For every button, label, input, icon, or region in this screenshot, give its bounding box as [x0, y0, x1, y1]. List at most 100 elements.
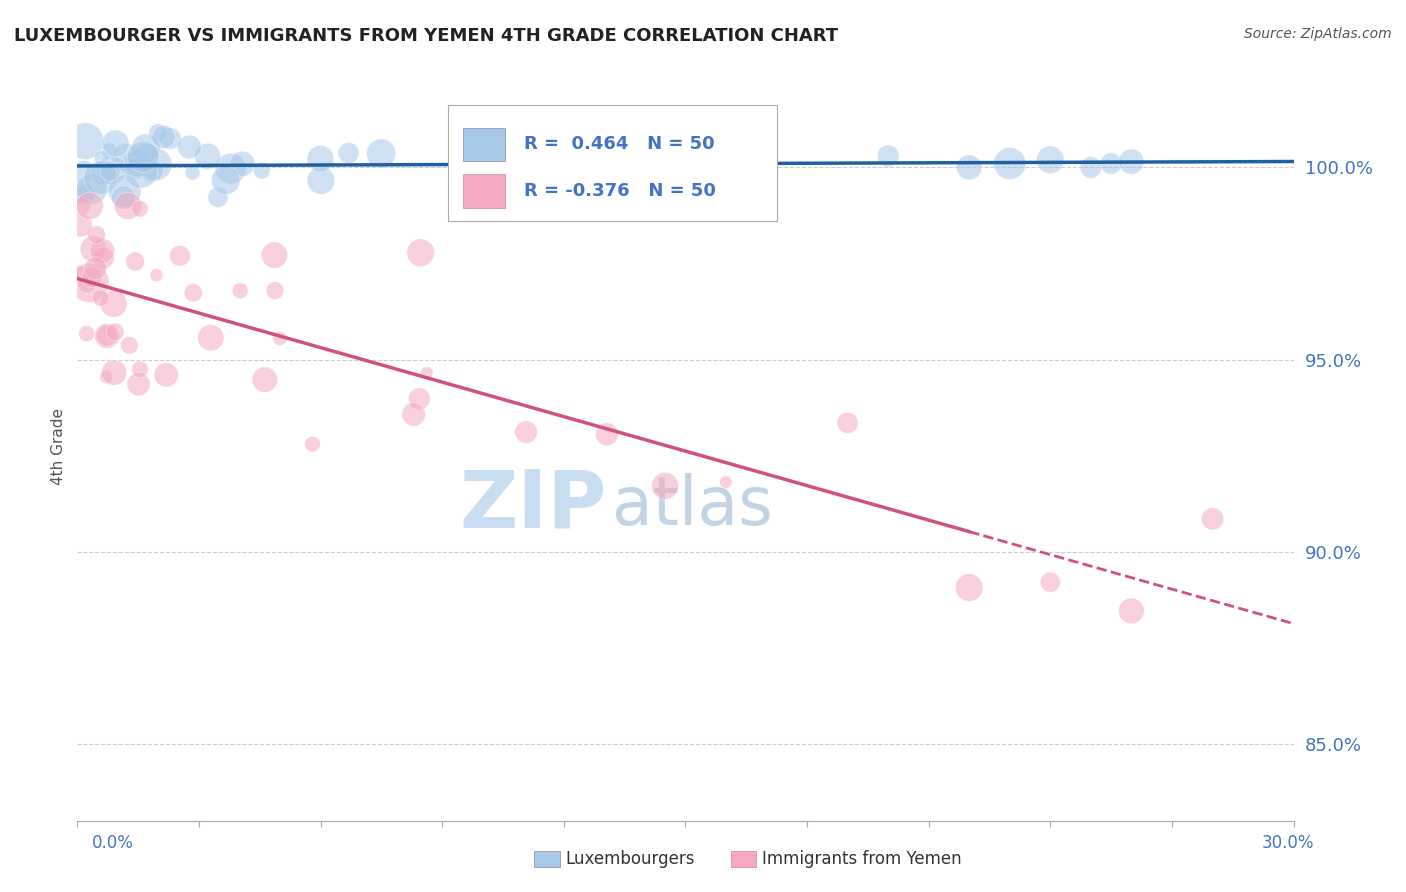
Point	[263, 248, 285, 262]
Point	[69, 184, 91, 198]
Point	[96, 328, 118, 343]
Point	[84, 261, 107, 276]
Point	[159, 131, 181, 145]
Point	[79, 199, 101, 213]
Text: 30.0%: 30.0%	[1263, 834, 1315, 852]
Text: Immigrants from Yemen: Immigrants from Yemen	[762, 850, 962, 868]
Point	[91, 244, 114, 258]
Point	[103, 366, 125, 380]
Y-axis label: 4th Grade: 4th Grade	[51, 408, 66, 484]
Point	[98, 164, 121, 178]
Point	[79, 276, 101, 290]
Point	[112, 190, 135, 204]
Point	[136, 148, 159, 162]
Point	[115, 151, 138, 165]
Point	[301, 437, 323, 451]
Point	[114, 184, 136, 198]
Point	[264, 284, 287, 298]
Point	[634, 153, 657, 167]
Point	[181, 166, 204, 180]
Point	[80, 182, 103, 196]
Point	[337, 145, 360, 160]
FancyBboxPatch shape	[449, 105, 776, 221]
Point	[82, 270, 104, 285]
Point	[837, 416, 859, 430]
Point	[181, 285, 204, 300]
Point	[1039, 575, 1062, 590]
Point	[118, 338, 141, 352]
Point	[408, 392, 430, 406]
Point	[94, 370, 117, 384]
Point	[73, 187, 96, 202]
Point	[253, 373, 276, 387]
Point	[250, 163, 273, 178]
Point	[416, 366, 439, 380]
Text: ZIP: ZIP	[460, 467, 606, 545]
Point	[76, 326, 98, 341]
Point	[553, 168, 575, 182]
Point	[132, 150, 155, 164]
Point	[129, 202, 152, 216]
Text: 0.0%: 0.0%	[91, 834, 134, 852]
Point	[90, 151, 112, 165]
Point	[409, 245, 432, 260]
Point	[309, 173, 332, 187]
Point	[1121, 154, 1143, 169]
Point	[141, 163, 163, 178]
Point	[654, 479, 676, 493]
Point	[145, 268, 167, 282]
Point	[231, 157, 253, 171]
Point	[402, 408, 425, 422]
Point	[1080, 161, 1102, 175]
Point	[76, 277, 98, 291]
Point	[755, 156, 778, 170]
Point	[269, 331, 291, 345]
Point	[207, 190, 229, 204]
Point	[69, 218, 91, 232]
Point	[1099, 156, 1122, 170]
Text: Source: ZipAtlas.com: Source: ZipAtlas.com	[1244, 27, 1392, 41]
Text: R =  0.464   N = 50: R = 0.464 N = 50	[523, 135, 714, 153]
Point	[219, 161, 242, 176]
Point	[155, 368, 177, 382]
Point	[128, 362, 150, 376]
Point	[135, 141, 157, 155]
Point	[136, 158, 159, 172]
Point	[146, 126, 169, 140]
Point	[515, 425, 537, 439]
Point	[104, 136, 127, 151]
Text: atlas: atlas	[613, 473, 773, 539]
Point	[100, 162, 122, 177]
Point	[998, 156, 1021, 170]
Point	[957, 161, 980, 175]
Point	[125, 158, 148, 172]
Point	[215, 173, 238, 187]
Point	[179, 140, 201, 154]
Point	[104, 325, 127, 339]
Point	[714, 475, 737, 489]
Point	[75, 134, 97, 148]
Point	[128, 377, 150, 392]
Point	[200, 331, 222, 345]
Point	[70, 267, 93, 281]
Point	[70, 199, 93, 213]
FancyBboxPatch shape	[463, 128, 505, 161]
Point	[309, 152, 332, 166]
Point	[957, 581, 980, 595]
Text: LUXEMBOURGER VS IMMIGRANTS FROM YEMEN 4TH GRADE CORRELATION CHART: LUXEMBOURGER VS IMMIGRANTS FROM YEMEN 4T…	[14, 27, 838, 45]
Point	[145, 157, 167, 171]
Point	[1121, 604, 1143, 618]
Point	[90, 291, 112, 305]
Point	[370, 146, 392, 161]
Point	[117, 199, 139, 213]
Point	[73, 164, 96, 178]
FancyBboxPatch shape	[463, 174, 505, 208]
Point	[98, 144, 121, 158]
Point	[129, 164, 152, 178]
Point	[152, 130, 174, 145]
Point	[877, 149, 900, 163]
Point	[127, 156, 149, 170]
Point	[90, 170, 112, 185]
Point	[596, 427, 619, 442]
Point	[93, 251, 115, 265]
